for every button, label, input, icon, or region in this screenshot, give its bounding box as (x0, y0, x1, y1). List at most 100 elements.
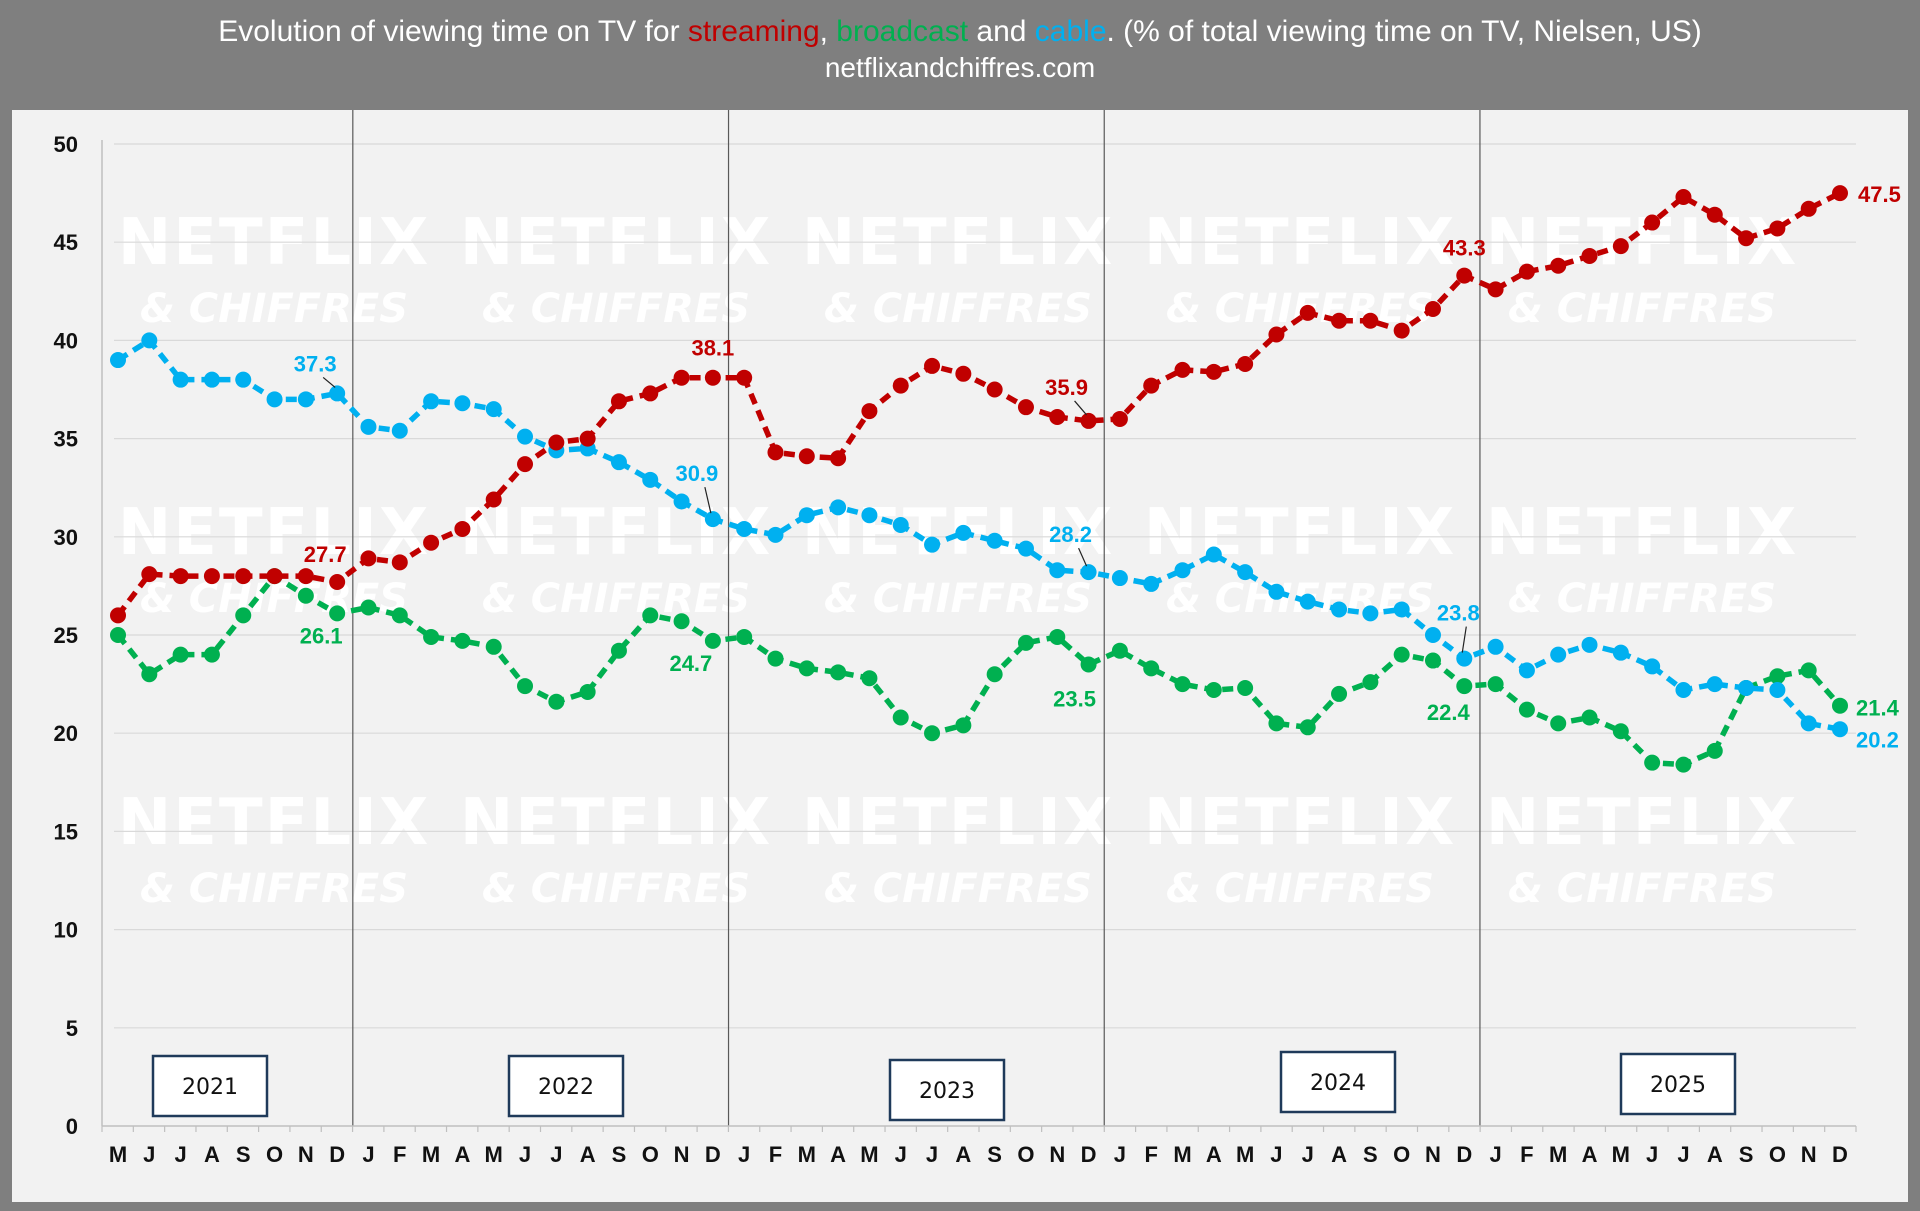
x-tick-label: F (393, 1142, 406, 1167)
streaming-point (1393, 322, 1410, 339)
year-box (888, 1058, 1006, 1122)
cable-point (1424, 627, 1441, 643)
streaming-point (861, 403, 878, 420)
cable-point (1612, 644, 1629, 661)
streaming-point (798, 448, 815, 465)
title-broadcast: broadcast (836, 15, 969, 48)
cable-point (1393, 601, 1410, 618)
cable-point (1268, 583, 1285, 600)
broadcast-point (861, 670, 878, 687)
cable-point (673, 493, 690, 510)
streaming-point (485, 491, 502, 508)
cable-point (517, 428, 534, 445)
broadcast-point (485, 638, 502, 655)
watermark-netflix: NETFLIX (460, 496, 773, 570)
x-tick-label: J (1114, 1142, 1126, 1167)
broadcast-point (548, 693, 565, 710)
broadcast-point (767, 650, 784, 667)
streaming-value-label: 47.5 (1858, 182, 1901, 207)
watermark-netflix: NETFLIX (460, 786, 773, 860)
streaming-point (1738, 230, 1755, 247)
cable-point (798, 507, 815, 524)
watermark-netflix: NETFLIX (1144, 786, 1457, 860)
broadcast-point (736, 628, 753, 645)
streaming-value-label: 27.7 (304, 542, 347, 567)
cable-point (172, 371, 189, 388)
x-tick-label: J (143, 1142, 155, 1167)
x-tick-label: J (1489, 1142, 1501, 1167)
cable-point (924, 536, 941, 553)
streaming-point (1675, 189, 1692, 206)
x-tick-label: F (1144, 1142, 1157, 1167)
cable-value-label: 30.9 (675, 461, 718, 486)
label-leader (704, 486, 712, 514)
streaming-point (548, 434, 565, 451)
cable-point (1174, 562, 1191, 579)
cable-point (1644, 658, 1661, 675)
chart-subtitle: netflixandchiffres.com (824, 52, 1096, 83)
streaming-point (1612, 238, 1629, 255)
x-tick-label: A (580, 1142, 596, 1167)
watermark-chiffres: & CHIFFRES (482, 576, 750, 622)
cable-point (329, 385, 346, 402)
cable-point (1456, 650, 1473, 667)
x-tick-label: A (1707, 1142, 1723, 1167)
x-tick-label: J (926, 1142, 938, 1167)
broadcast-point (642, 607, 659, 624)
watermark-netflix: NETFLIX (118, 786, 431, 860)
cable-point (1049, 562, 1066, 579)
title-prefix: Evolution of viewing time on TV for (218, 15, 688, 48)
cable-point (955, 524, 972, 541)
cable-point (1518, 662, 1535, 679)
x-tick-label: S (236, 1142, 251, 1167)
y-tick-label: 5 (66, 1016, 78, 1041)
watermark-chiffres: & CHIFFRES (824, 866, 1092, 912)
x-tick-label: J (1677, 1142, 1689, 1167)
watermark-netflix: NETFLIX (802, 786, 1115, 860)
broadcast-point (1456, 678, 1473, 695)
cable-value-label: 23.8 (1437, 601, 1480, 626)
broadcast-point (798, 660, 815, 677)
cable-point (830, 499, 847, 516)
cable-point (767, 526, 784, 543)
broadcast-point (235, 607, 252, 624)
y-tick-label: 15 (54, 819, 78, 844)
streaming-point (830, 450, 847, 467)
series-streaming (110, 185, 1848, 624)
broadcast-point (830, 664, 847, 681)
cable-point (360, 418, 377, 435)
year-box (507, 1054, 625, 1118)
streaming-point (266, 568, 283, 585)
broadcast-point (610, 642, 627, 659)
y-tick-label: 50 (54, 132, 78, 157)
streaming-value-label: 38.1 (691, 336, 734, 361)
x-tick-label: O (266, 1142, 283, 1167)
y-tick-label: 10 (54, 918, 78, 943)
year-labels: 2021 2022 2023 2024 2025 (151, 1050, 1737, 1122)
watermark-chiffres: & CHIFFRES (482, 866, 750, 912)
title-cable: cable (1034, 15, 1107, 48)
broadcast-value-label: 26.1 (300, 623, 343, 648)
title-comma: , (819, 15, 837, 48)
year-label: 2021 (182, 1075, 238, 1100)
cable-point (704, 511, 721, 528)
cable-point (110, 352, 126, 369)
cable-point (986, 532, 1003, 549)
x-tick-label: F (769, 1142, 782, 1167)
watermark-netflix: NETFLIX (460, 206, 773, 280)
streaming-point (1111, 410, 1128, 427)
cable-point (391, 422, 408, 439)
cable-point (1706, 676, 1723, 693)
x-tick-label: M (860, 1142, 878, 1167)
x-tick-label: S (987, 1142, 1002, 1167)
x-tick-label: S (1739, 1142, 1754, 1167)
x-tick-label: F (1520, 1142, 1533, 1167)
x-tick-label: M (485, 1142, 503, 1167)
streaming-point (1080, 412, 1097, 429)
streaming-point (736, 369, 753, 386)
title-streaming: streaming (687, 15, 820, 48)
x-tick-label: M (109, 1142, 127, 1167)
x-tick-label: J (1302, 1142, 1314, 1167)
streaming-point (579, 430, 596, 447)
